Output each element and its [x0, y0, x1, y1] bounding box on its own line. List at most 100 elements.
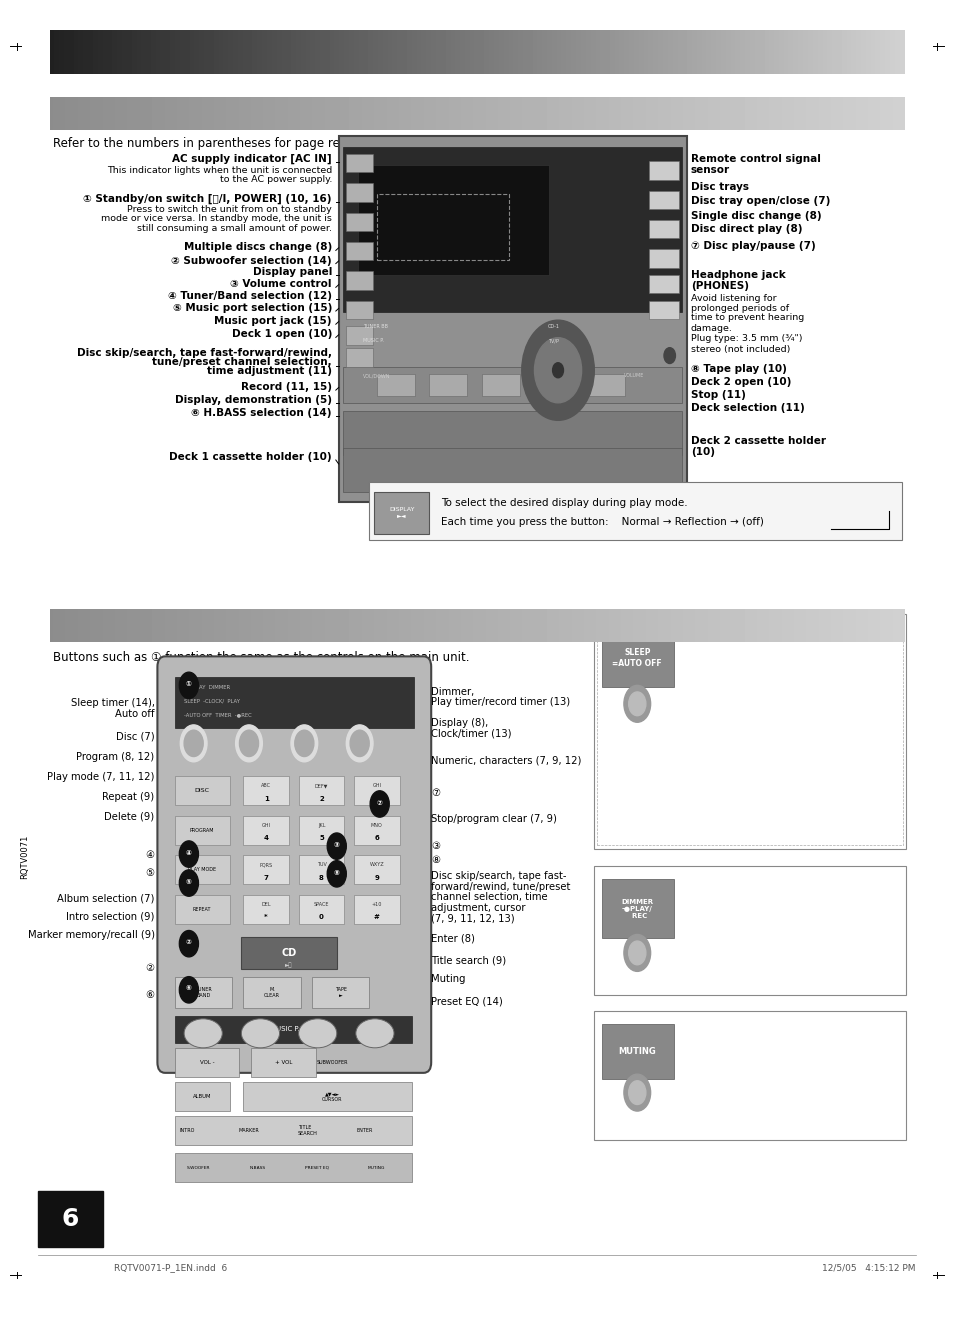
Text: Preset EQ (14): Preset EQ (14) [431, 996, 502, 1007]
Text: S.WOOFER: S.WOOFER [187, 1165, 210, 1170]
Circle shape [179, 841, 198, 867]
Circle shape [346, 725, 373, 762]
Circle shape [179, 870, 198, 896]
Bar [346, 154, 373, 173]
Ellipse shape [241, 1019, 279, 1048]
Text: prolonged periods of: prolonged periods of [690, 304, 788, 314]
Text: Plug type: 3.5 mm (³⁄₄"): Plug type: 3.5 mm (³⁄₄") [690, 335, 801, 344]
Bar [346, 183, 373, 202]
Text: Sleep timer (14),: Sleep timer (14), [71, 699, 154, 709]
Text: 0: 0 [318, 915, 324, 920]
Circle shape [552, 362, 563, 378]
Text: •  Press again to cancel.: • Press again to cancel. [679, 1072, 784, 1081]
Text: time adjustment (11): time adjustment (11) [207, 366, 332, 377]
Text: Headphone jack: Headphone jack [690, 270, 784, 281]
Bar [601, 627, 673, 687]
Text: Disc trays: Disc trays [690, 182, 748, 192]
Text: #: # [374, 915, 379, 920]
Text: again to cancel.: again to cancel. [679, 767, 754, 776]
Text: Each time you press the button:    Normal → Reflection → (off): Each time you press the button: Normal →… [440, 517, 762, 527]
Text: panel.: panel. [679, 908, 706, 917]
Bar [648, 249, 679, 268]
Ellipse shape [184, 1019, 222, 1048]
Bar [346, 212, 373, 231]
Bar [534, 374, 572, 395]
Text: Deck 2 cassette holder: Deck 2 cassette holder [690, 436, 825, 447]
Text: PLAY MODE: PLAY MODE [188, 867, 216, 873]
Circle shape [179, 931, 198, 957]
Bar [354, 895, 399, 924]
Bar [648, 275, 679, 294]
Text: MNO: MNO [371, 822, 382, 828]
Circle shape [327, 833, 346, 859]
Text: REPEAT: REPEAT [193, 907, 212, 912]
Text: JKL: JKL [317, 822, 325, 828]
Text: To select the desired display during play mode.: To select the desired display during pla… [440, 498, 687, 509]
Text: PROGRAM: PROGRAM [190, 828, 214, 833]
Text: VOL -: VOL - [199, 1060, 214, 1065]
Text: ④: ④ [186, 850, 192, 855]
Text: Remote control signal: Remote control signal [690, 154, 820, 165]
Bar [298, 855, 344, 884]
Circle shape [294, 730, 314, 757]
Circle shape [628, 692, 645, 716]
Circle shape [663, 348, 675, 364]
Bar [354, 855, 399, 884]
Bar [243, 855, 289, 884]
Text: ②: ② [146, 963, 154, 974]
Text: Avoid listening for: Avoid listening for [690, 294, 776, 303]
Bar [594, 1011, 905, 1140]
Text: ⑥: ⑥ [186, 986, 192, 991]
Bar [648, 191, 679, 210]
Text: (10): (10) [690, 447, 714, 457]
Text: ⑥ H.BASS selection (14): ⑥ H.BASS selection (14) [192, 409, 332, 419]
Circle shape [623, 934, 650, 971]
Bar [243, 816, 289, 845]
Text: To dim the display: To dim the display [679, 890, 758, 899]
Bar [298, 895, 344, 924]
Circle shape [623, 685, 650, 722]
Bar [174, 677, 414, 728]
Text: Auto off: Auto off [115, 709, 154, 720]
Bar [586, 374, 624, 395]
Circle shape [184, 730, 203, 757]
Bar [481, 374, 519, 395]
Bar [648, 161, 679, 179]
Text: the unit is turned off.: the unit is turned off. [679, 804, 776, 813]
Text: Delete (9): Delete (9) [104, 812, 154, 822]
Bar [374, 492, 429, 534]
Text: Dimmer,: Dimmer, [431, 687, 474, 697]
Bar [174, 855, 230, 884]
Text: ③: ③ [431, 841, 439, 851]
Text: • The setting is maintained even if: • The setting is maintained even if [679, 786, 829, 795]
Circle shape [623, 1074, 650, 1111]
Text: ⑦: ⑦ [431, 788, 439, 799]
Text: GHI: GHI [372, 783, 381, 788]
Text: SUBWOOFER: SUBWOOFER [315, 1060, 348, 1065]
Text: TUNER
BAND: TUNER BAND [194, 987, 212, 998]
Text: 9: 9 [374, 875, 379, 880]
Text: GHI: GHI [261, 822, 271, 828]
Text: Display (8),: Display (8), [431, 718, 488, 729]
Bar [241, 937, 336, 969]
Text: -AUTO OFF  TIMER  -●REC: -AUTO OFF TIMER -●REC [184, 712, 252, 717]
Text: Music port jack (15): Music port jack (15) [214, 316, 332, 327]
Bar [174, 1048, 239, 1077]
Bar [354, 776, 399, 805]
Text: ENTER: ENTER [356, 1128, 373, 1133]
Bar [338, 136, 686, 502]
Text: +10: +10 [372, 902, 381, 907]
Text: • Press and hold [–AUTO OFF] to: • Press and hold [–AUTO OFF] to [679, 712, 819, 721]
Text: SLEEP  -CLOCK/  PLAY: SLEEP -CLOCK/ PLAY [184, 699, 240, 704]
Text: Disc direct play (8): Disc direct play (8) [690, 224, 801, 235]
Bar [298, 816, 344, 845]
Text: 7: 7 [263, 875, 269, 880]
Text: Display, demonstration (5): Display, demonstration (5) [174, 395, 332, 406]
Text: Remote control: Remote control [56, 618, 177, 633]
Text: TITLE
SEARCH: TITLE SEARCH [297, 1126, 317, 1136]
Bar [346, 243, 373, 261]
Bar [346, 272, 373, 290]
Circle shape [350, 730, 369, 757]
Text: Deck selection (11): Deck selection (11) [690, 403, 803, 414]
Circle shape [179, 977, 198, 1003]
